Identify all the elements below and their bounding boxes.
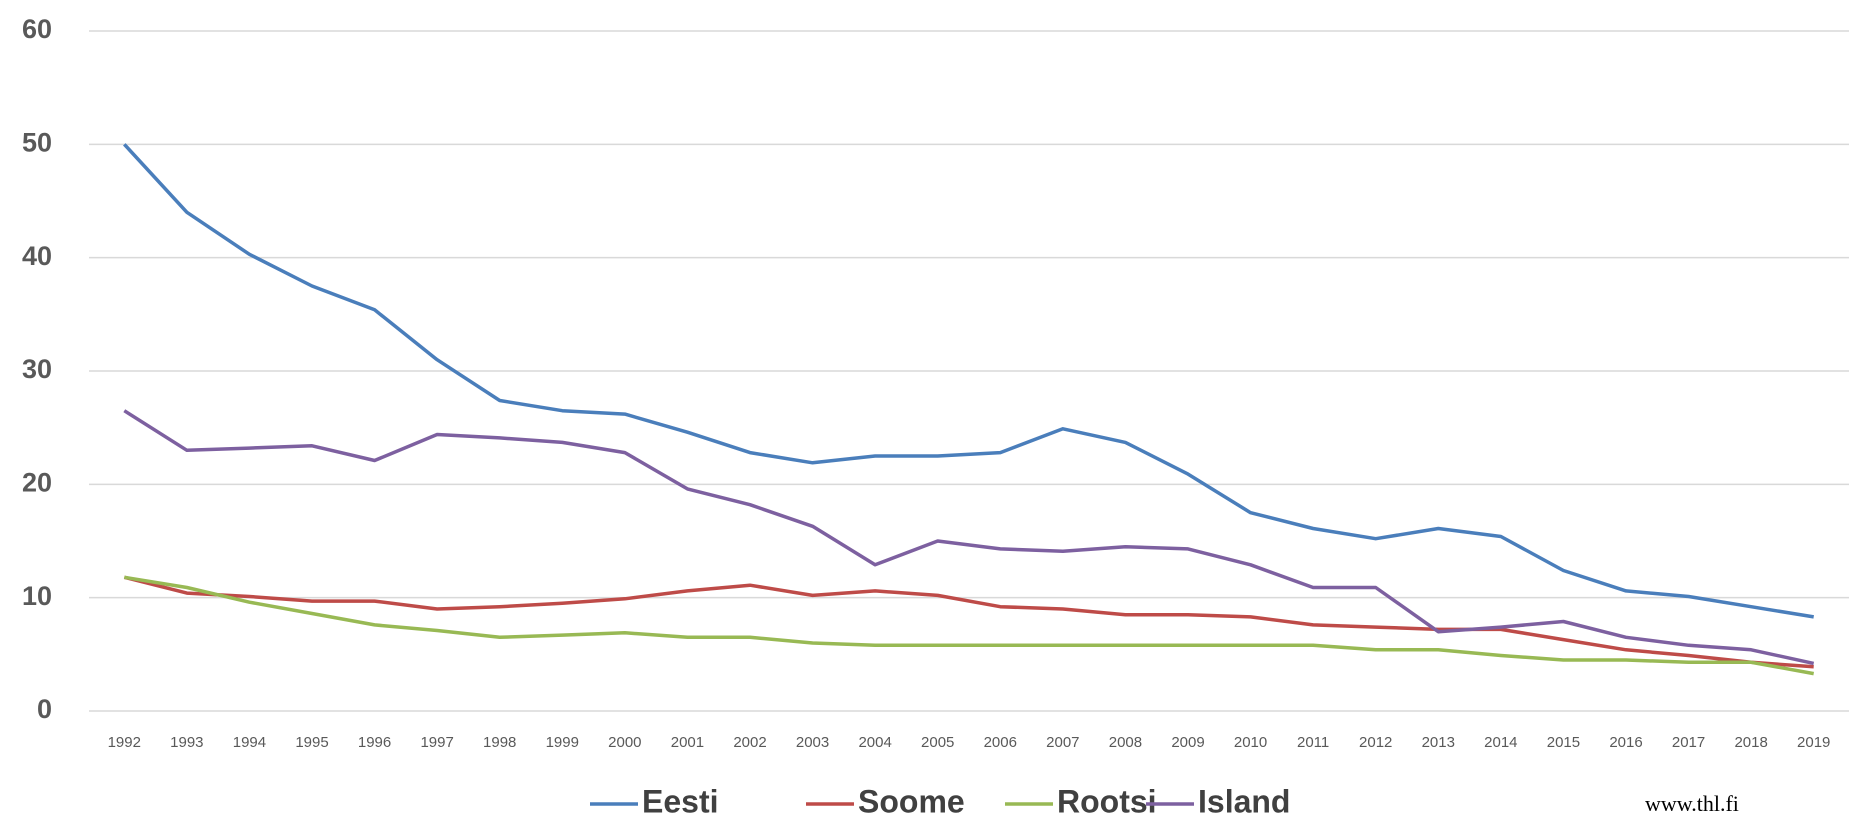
x-tick-label: 1993 xyxy=(170,734,203,751)
x-tick-label: 2009 xyxy=(1171,734,1204,751)
y-tick-label: 0 xyxy=(37,694,52,724)
x-tick-label: 2000 xyxy=(608,734,641,751)
x-tick-label: 2019 xyxy=(1797,734,1830,751)
x-tick-label: 2001 xyxy=(671,734,704,751)
x-tick-label: 1998 xyxy=(483,734,516,751)
x-tick-label: 1997 xyxy=(420,734,453,751)
x-tick-label: 2007 xyxy=(1046,734,1079,751)
x-tick-label: 1995 xyxy=(295,734,328,751)
line-series xyxy=(124,575,1815,676)
x-tick-label: 2005 xyxy=(921,734,954,751)
legend-label: Island xyxy=(1198,783,1290,819)
x-tick-label: 2010 xyxy=(1234,734,1267,751)
x-tick-label: 1992 xyxy=(108,734,141,751)
x-tick-label: 1994 xyxy=(233,734,266,751)
x-tick-label: 2004 xyxy=(858,734,891,751)
x-tick-label: 2002 xyxy=(733,734,766,751)
x-tick-label: 2017 xyxy=(1672,734,1705,751)
y-tick-label: 20 xyxy=(22,467,52,497)
x-tick-label: 2008 xyxy=(1109,734,1142,751)
y-tick-label: 60 xyxy=(22,14,52,44)
x-tick-label: 2015 xyxy=(1547,734,1580,751)
x-tick-label: 2006 xyxy=(984,734,1017,751)
x-tick-label: 2013 xyxy=(1422,734,1455,751)
x-tick-label: 2014 xyxy=(1484,734,1517,751)
legend-label: Soome xyxy=(858,783,965,819)
y-tick-label: 30 xyxy=(22,354,52,384)
x-tick-label: 2011 xyxy=(1297,734,1329,751)
x-tick-label: 1999 xyxy=(546,734,579,751)
y-tick-label: 10 xyxy=(22,581,52,611)
y-tick-label: 40 xyxy=(22,241,52,271)
x-tick-label: 2003 xyxy=(796,734,829,751)
y-tick-label: 50 xyxy=(22,127,52,157)
legend-label: Eesti xyxy=(642,783,718,819)
x-tick-label: 2018 xyxy=(1734,734,1767,751)
annotation: www.thl.fi xyxy=(1645,791,1739,816)
x-tick-label: 1996 xyxy=(358,734,391,751)
line-series xyxy=(123,409,1815,666)
line-series xyxy=(123,575,1814,669)
legend-label: Rootsi xyxy=(1057,783,1157,819)
line-series xyxy=(123,143,1814,619)
x-tick-label: 2012 xyxy=(1359,734,1392,751)
x-tick-label: 2016 xyxy=(1609,734,1642,751)
